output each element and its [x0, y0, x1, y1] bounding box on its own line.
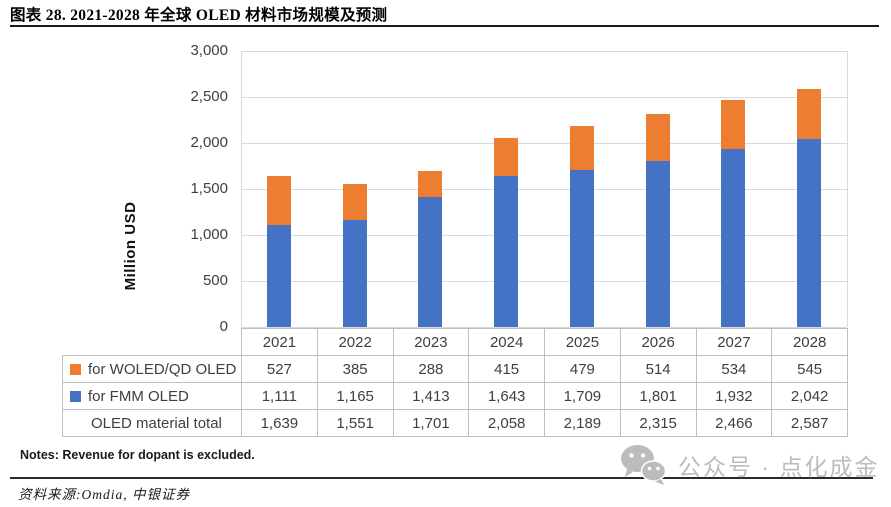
table-cell: 1,551 [316, 409, 394, 437]
bar-segment-woled-2025 [569, 125, 594, 170]
table-cell: 2,315 [619, 409, 697, 437]
year-header-2028: 2028 [771, 328, 848, 356]
table-cell: 1,801 [619, 382, 697, 410]
table-cell: 2,189 [544, 409, 621, 437]
table-cell: 514 [619, 355, 697, 383]
legend-swatch-orange [70, 363, 81, 375]
bar-segment-woled-2027 [721, 100, 746, 150]
total-row: OLED material total 1,639 1,551 1,701 2,058 2… [62, 409, 848, 437]
year-header-2023: 2023 [392, 328, 470, 356]
bar-segment-fmm-2025 [569, 169, 594, 327]
watermark-text: 公众号 · 点化成金 [678, 454, 880, 480]
year-header-2021: 2021 [241, 328, 318, 356]
y-tick-label: 1,000 [190, 226, 228, 243]
table-cell: 1,111 [241, 382, 318, 410]
table-cell: 1,413 [392, 382, 470, 410]
gridline [241, 189, 847, 190]
bar-segment-fmm-2023 [418, 197, 443, 327]
table-cell: 1,643 [468, 382, 545, 410]
plot-right-edge [847, 51, 848, 327]
year-header-2027: 2027 [695, 328, 773, 356]
table-cell: 2,042 [771, 382, 848, 410]
chart-data-table: 2021 2022 2023 2024 2025 2026 2027 2028 for WOLE… [62, 328, 848, 437]
y-tick-label: 3,000 [190, 42, 228, 59]
year-header-2024: 2024 [468, 328, 545, 356]
page-title: 图表 28. 2021-2028 年全球 OLED 材料市场规模及预测 [10, 7, 388, 24]
y-tick-label: 0 [219, 318, 228, 335]
gridline [241, 281, 847, 282]
bar-segment-fmm-2021 [266, 224, 291, 327]
year-header-2026: 2026 [619, 328, 697, 356]
table-cell: 1,701 [392, 409, 470, 437]
series-row-0: for WOLED/QD OLED 527 385 288 415 479 514 534 54… [62, 355, 848, 383]
source-text: 资料来源:Omdia, 中银证券 [18, 487, 190, 502]
bar-segment-woled-2021 [266, 176, 291, 225]
notes-text: Notes: Revenue for dopant is excluded. [20, 448, 255, 462]
wechat-icon [621, 445, 667, 485]
y-tick-label: 500 [202, 272, 228, 289]
table-cell: 385 [316, 355, 394, 383]
y-axis-title: Million USD [122, 201, 139, 291]
total-row-label: OLED material total [62, 409, 242, 437]
bar-segment-woled-2024 [494, 137, 519, 176]
year-header-2022: 2022 [316, 328, 394, 356]
gridline [241, 143, 847, 144]
bar-segment-woled-2022 [342, 184, 367, 220]
bottom-rule [10, 477, 873, 479]
year-header-2025: 2025 [544, 328, 621, 356]
bar-segment-woled-2028 [797, 88, 822, 140]
bar-segment-fmm-2027 [721, 149, 746, 327]
y-tick-label: 1,500 [190, 180, 228, 197]
table-cell: 545 [771, 355, 848, 383]
table-cell: 1,709 [544, 382, 621, 410]
gridline [241, 235, 847, 236]
bar-segment-fmm-2024 [494, 175, 519, 327]
bar-segment-fmm-2022 [342, 219, 367, 327]
table-cell: 1,165 [316, 382, 394, 410]
table-cell: 534 [695, 355, 773, 383]
plot-left-edge [241, 51, 242, 327]
table-cell: 415 [468, 355, 545, 383]
series-row-0-label: for WOLED/QD OLED [62, 355, 242, 383]
bar-segment-fmm-2026 [645, 161, 670, 327]
legend-swatch-blue [70, 390, 81, 402]
watermark: 公众号 · 点化成金 [620, 443, 879, 487]
title-underline [10, 25, 879, 28]
table-corner-cell [62, 328, 242, 356]
series-row-1-label: for FMM OLED [62, 382, 242, 410]
table-cell: 2,058 [468, 409, 545, 437]
table-header-row: 2021 2022 2023 2024 2025 2026 2027 2028 [62, 328, 848, 356]
series-row-1: for FMM OLED 1,111 1,165 1,413 1,643 1,709 1,8… [62, 382, 848, 410]
bar-segment-woled-2026 [645, 114, 670, 162]
bar-segment-fmm-2028 [797, 139, 822, 327]
gridline [241, 327, 847, 328]
bar-segment-woled-2023 [418, 170, 443, 197]
table-cell: 2,587 [771, 409, 848, 437]
gridline [241, 51, 847, 52]
y-tick-label: 2,500 [190, 88, 228, 105]
table-cell: 2,466 [695, 409, 773, 437]
table-cell: 1,639 [241, 409, 318, 437]
y-tick-label: 2,000 [190, 134, 228, 151]
table-cell: 527 [241, 355, 318, 383]
table-cell: 1,932 [695, 382, 773, 410]
table-cell: 479 [544, 355, 621, 383]
table-cell: 288 [392, 355, 470, 383]
gridline [241, 97, 847, 98]
